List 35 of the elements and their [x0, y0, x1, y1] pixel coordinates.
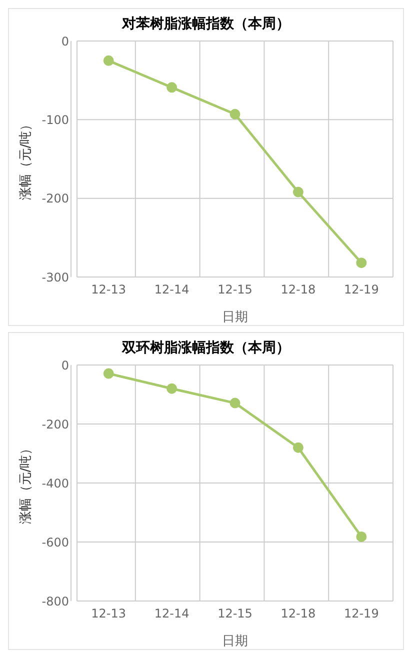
y-tick-label: -100	[42, 112, 69, 127]
x-tick-label: 12-14	[154, 282, 190, 297]
point	[292, 186, 304, 198]
x-tick-label: 12-18	[280, 282, 316, 297]
x-tick-label: 12-19	[344, 282, 379, 297]
x-axis-title: 日期	[222, 634, 248, 649]
y-tick-label: -300	[42, 270, 69, 284]
point	[103, 368, 114, 379]
x-tick-label: 12-18	[280, 606, 316, 621]
y-tick-label: -400	[42, 476, 69, 490]
chart-title: 双环树脂涨幅指数（本周）	[120, 339, 291, 358]
x-tick-label: 12-13	[91, 606, 126, 621]
x-tick-label: 12-19	[344, 606, 379, 621]
y-tick-label: -800	[42, 594, 69, 608]
point	[230, 108, 240, 120]
point	[292, 442, 304, 453]
point	[356, 531, 367, 542]
point	[356, 258, 367, 268]
y-tick-label: -200	[42, 192, 69, 206]
y-tick-label: -600	[42, 535, 69, 550]
point	[166, 82, 178, 93]
point	[166, 383, 178, 394]
x-axis-title: 日期	[222, 310, 248, 325]
y-axis-title: 涨幅（元/吨）	[18, 118, 34, 200]
x-tick-label: 12-13	[91, 282, 126, 297]
x-tick-label: 12-15	[218, 282, 252, 297]
point	[230, 398, 240, 408]
x-tick-label: 12-15	[218, 606, 252, 621]
y-axis-title: 涨幅（元/吨）	[18, 442, 34, 524]
y-tick-label: -200	[42, 417, 69, 432]
chart-title: 对苯树脂涨幅指数（本周）	[120, 15, 291, 34]
point	[103, 55, 114, 66]
y-tick-label: 0	[61, 358, 69, 372]
y-tick-label: 0	[61, 34, 69, 48]
x-tick-label: 12-14	[154, 606, 190, 621]
